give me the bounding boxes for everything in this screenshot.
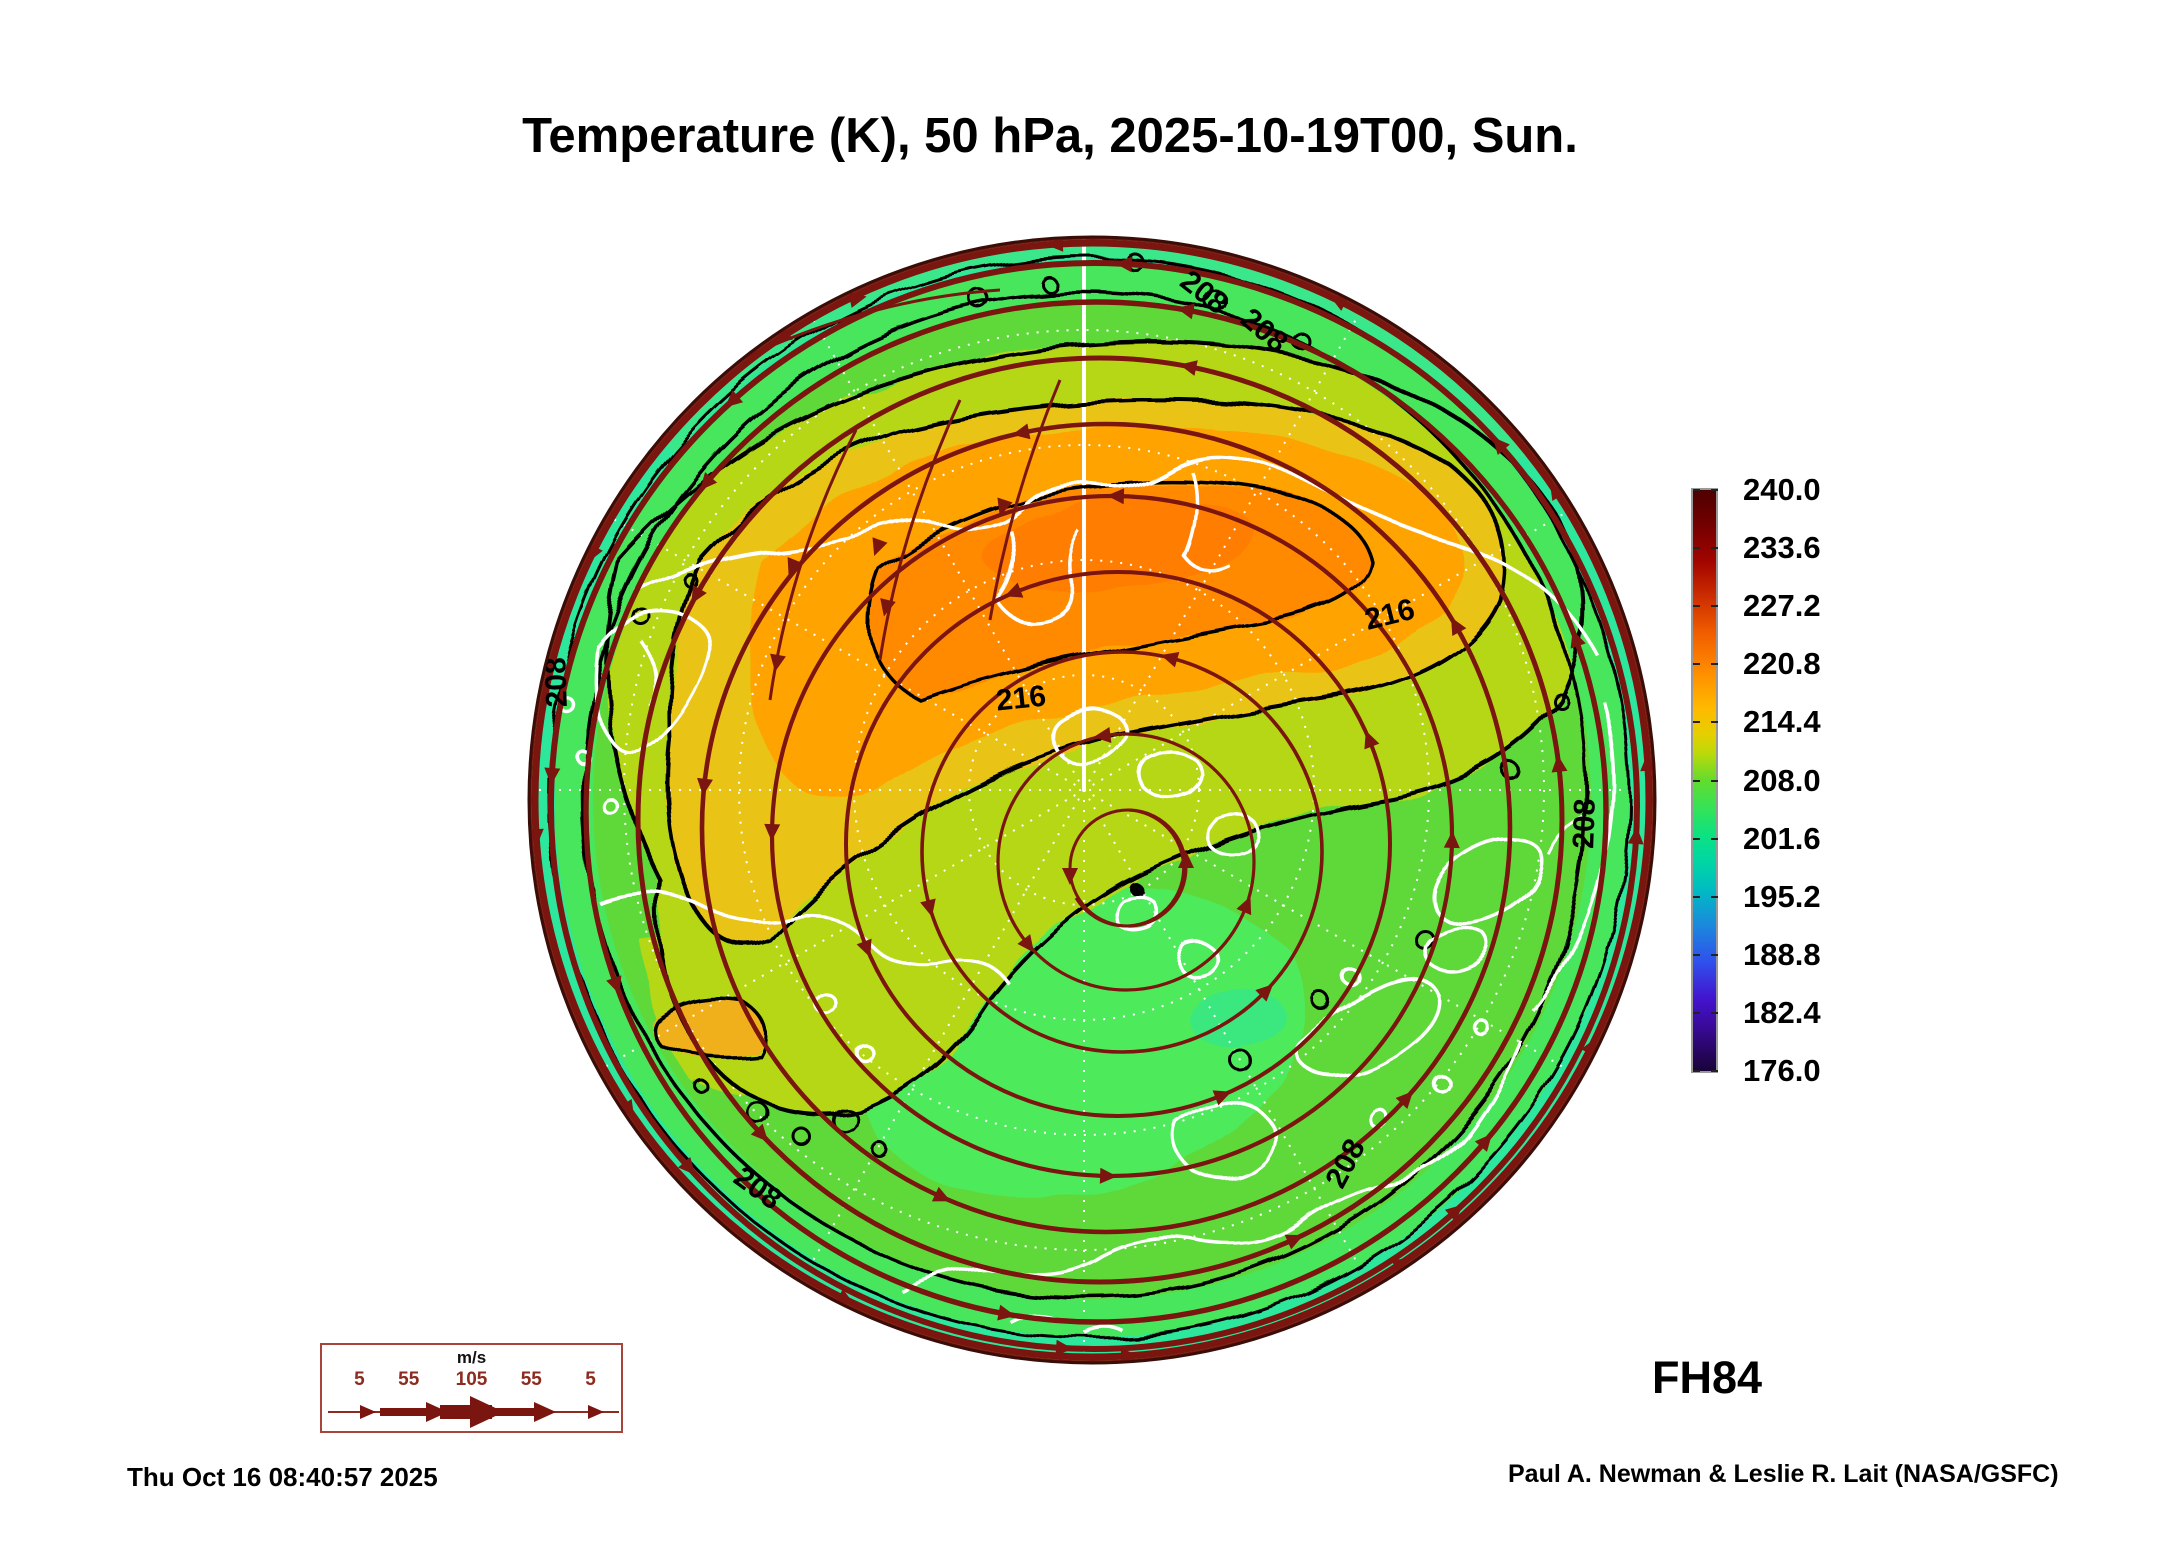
- coastlines: [559, 455, 1616, 1334]
- colorbar-tick-label: 214.4: [1743, 704, 1821, 739]
- colorbar-tick-label: 227.2: [1743, 588, 1821, 623]
- colorbar-tick-mark: [1711, 489, 1718, 491]
- wind-value-label: 105: [455, 1369, 488, 1390]
- colorbar-tick-mark: [1693, 954, 1700, 956]
- colorbar: 240.0 233.6 227.2 220.8 214.4 208.0 201.6 195.2…: [1691, 472, 1891, 1088]
- colorbar-tick-mark: [1711, 896, 1718, 898]
- page-title: Temperature (K), 50 hPa, 2025-10-19T00, …: [522, 109, 1578, 163]
- colorbar-tick-mark: [1711, 547, 1718, 549]
- wind-speed-legend: m/s 5 55 105 55 5: [320, 1343, 623, 1433]
- wind-arrow-scale-graphic: [328, 1396, 619, 1428]
- colorbar-tick-mark: [1711, 663, 1718, 665]
- colorbar-tick-mark: [1711, 1012, 1718, 1014]
- colorbar-tick-label: 201.6: [1743, 821, 1821, 856]
- wind-value-label: 5: [585, 1369, 596, 1390]
- colorbar-tick-mark: [1711, 1070, 1718, 1072]
- credit-text: Paul A. Newman & Leslie R. Lait (NASA/GS…: [1508, 1460, 2059, 1488]
- colorbar-tick-label: 208.0: [1743, 763, 1821, 798]
- colorbar-tick-mark: [1693, 605, 1700, 607]
- colorbar-tick-mark: [1693, 1012, 1700, 1014]
- wind-unit-label: m/s: [456, 1348, 487, 1367]
- colorbar-tick-mark: [1693, 721, 1700, 723]
- wind-value-label: 55: [520, 1369, 542, 1390]
- contour-label: 208: [1567, 798, 1602, 849]
- colorbar-tick-mark: [1693, 663, 1700, 665]
- colorbar-tick-label: 182.4: [1743, 995, 1821, 1030]
- wind-value-label: 5: [354, 1369, 365, 1390]
- generation-timestamp: Thu Oct 16 08:40:57 2025: [127, 1462, 438, 1492]
- wind-value-label: 55: [398, 1369, 420, 1390]
- colorbar-tick-mark: [1693, 1070, 1700, 1072]
- colorbar-tick-label: 176.0: [1743, 1053, 1821, 1088]
- contour-label: 216: [994, 680, 1047, 718]
- colorbar-tick-mark: [1693, 896, 1700, 898]
- colorbar-tick-mark: [1693, 547, 1700, 549]
- globe-edge: [527, 235, 1657, 1365]
- colorbar-tick-mark: [1711, 721, 1718, 723]
- colorbar-tick-mark: [1711, 838, 1718, 840]
- colorbar-tick-mark: [1693, 489, 1700, 491]
- colorbar-tick-label: 240.0: [1743, 472, 1821, 507]
- colorbar-tick-label: 195.2: [1743, 879, 1821, 914]
- colorbar-tick-label: 220.8: [1743, 646, 1821, 681]
- colorbar-tick-label: 233.6: [1743, 530, 1821, 565]
- forecast-hour-label: FH84: [1652, 1352, 1763, 1403]
- colorbar-tick-label: 188.8: [1743, 937, 1821, 972]
- colorbar-tick-mark: [1711, 605, 1718, 607]
- colorbar-tick-mark: [1711, 780, 1718, 782]
- colorbar-tick-mark: [1693, 780, 1700, 782]
- colorbar-tick-mark: [1693, 838, 1700, 840]
- colorbar-tick-mark: [1711, 954, 1718, 956]
